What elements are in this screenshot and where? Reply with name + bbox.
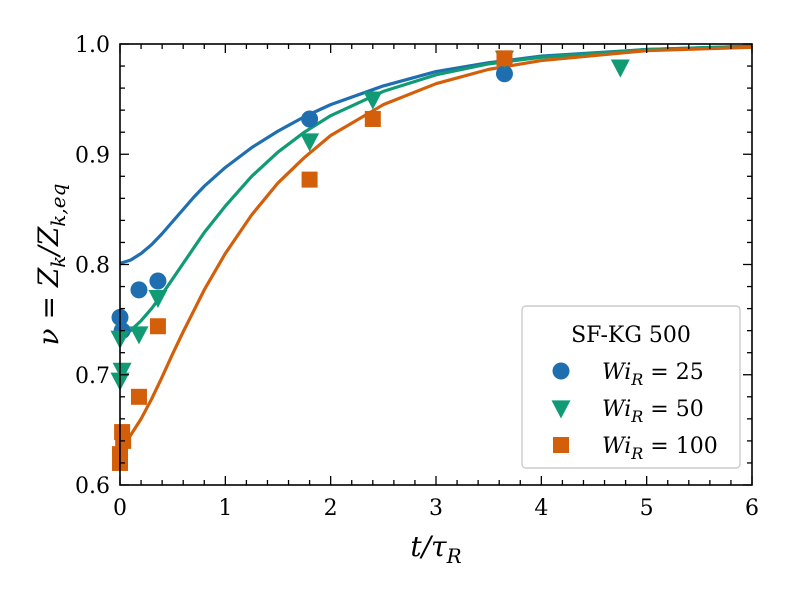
- y-tick-label-0.6: 0.6: [75, 474, 110, 499]
- legend-label-series-1: WiR = 25: [602, 360, 704, 389]
- data-point-series-3-8: [364, 110, 381, 127]
- x-tick-label-3: 3: [429, 496, 443, 521]
- y-axis-label: ν = Zk/Zk,eq: [32, 184, 70, 346]
- x-tick-label-1: 1: [218, 496, 232, 521]
- legend-label-series-3: WiR = 100: [602, 434, 718, 463]
- data-point-series-2-9: [610, 59, 630, 78]
- y-tick-label-0.7: 0.7: [75, 364, 110, 389]
- data-point-series-2-3: [112, 362, 132, 381]
- data-point-series-2-7: [363, 91, 383, 110]
- fit-curve-series-3: [118, 45, 753, 446]
- y-tick-label-0.8: 0.8: [75, 254, 110, 279]
- y-tick-label-1: 1.0: [75, 33, 110, 58]
- data-point-series-1-3: [130, 281, 148, 299]
- legend-title: SF-KG 500: [571, 323, 691, 348]
- fit-curve-series-2: [119, 44, 753, 338]
- data-point-series-1-5: [301, 110, 319, 128]
- legend-box: [521, 305, 741, 469]
- y-tick-label-0.9: 0.9: [75, 143, 110, 168]
- data-point-series-2-4: [129, 326, 149, 345]
- x-tick-label-0: 0: [113, 496, 127, 521]
- x-tick-label-5: 5: [640, 496, 654, 521]
- data-point-series-3-9: [496, 50, 513, 67]
- data-point-series-2-5: [148, 289, 168, 309]
- legend-marker-series-2: [551, 400, 571, 419]
- data-point-series-1-6: [495, 65, 513, 83]
- data-points: [110, 50, 630, 471]
- x-tick-label-2: 2: [324, 496, 338, 521]
- x-tick-label-6: 6: [745, 496, 759, 521]
- fit-curves: [118, 44, 753, 446]
- x-axis-label: t/τR: [410, 530, 461, 568]
- axis-labels: t/τR ν = Zk/Zk,eq: [32, 184, 462, 568]
- legend: SF-KG 500 WiR = 25 WiR = 50 WiR = 100: [521, 305, 741, 469]
- legend-label-series-2: WiR = 50: [602, 397, 704, 426]
- legend-marker-series-1: [552, 362, 570, 380]
- fit-curve-series-1: [119, 44, 753, 265]
- data-point-series-1-4: [149, 272, 167, 290]
- legend-marker-series-3: [553, 437, 569, 453]
- x-tick-label-4: 4: [534, 496, 548, 521]
- data-point-series-3-5: [130, 388, 147, 405]
- data-point-series-3-7: [301, 171, 318, 188]
- data-point-series-2-6: [300, 133, 320, 152]
- data-point-series-3-6: [149, 318, 166, 335]
- axes: 0 1 2 3 4 5 6 0.6 0.7 0.8 0.9 1.0: [75, 33, 759, 521]
